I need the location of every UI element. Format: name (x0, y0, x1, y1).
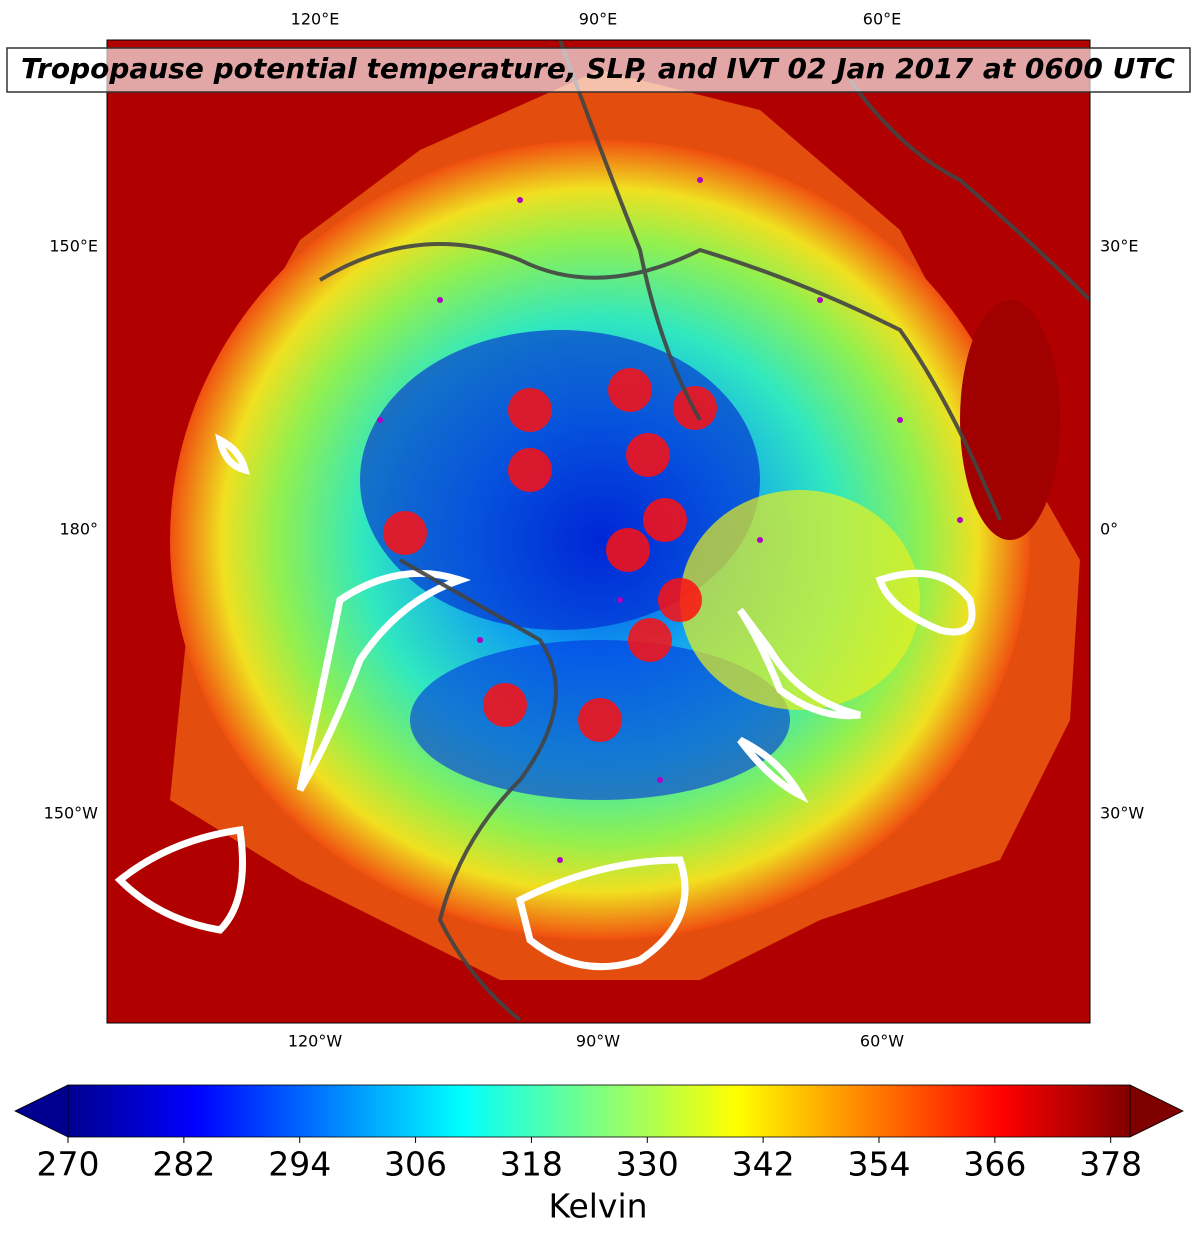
colorbar-tick-label: 318 (500, 1145, 563, 1184)
map-labels: 120°E 90°E 60°E 120°W 90°W 60°W 150°E 180° 150°W… (44, 10, 1145, 1051)
colorbar-tick-label: 306 (384, 1145, 447, 1184)
colorbar-tick-label: 330 (616, 1145, 679, 1184)
lon-label: 180° (59, 520, 98, 539)
colorbar-extend-high (1129, 1084, 1184, 1138)
lon-label: 90°W (576, 1032, 620, 1051)
map-frame (106, 39, 1091, 1024)
lon-label: 120°W (288, 1032, 343, 1051)
colorbar-label: Kelvin (548, 1187, 647, 1226)
lon-label: 30°E (1100, 237, 1138, 256)
ivt-markers (383, 368, 717, 742)
colorbar-extend-low (14, 1084, 69, 1138)
coastlines (318, 40, 1090, 1022)
cold-core (360, 330, 760, 630)
colorbar: Kelvin 270 282 294 306 318 330 342 354 366 378 (14, 1084, 1184, 1226)
colorbar-tick-label: 282 (152, 1145, 215, 1184)
warm-region (960, 300, 1060, 540)
lon-label: 60°W (860, 1032, 904, 1051)
lon-label: 150°E (49, 237, 98, 256)
lon-label: 60°E (863, 10, 901, 29)
colorbar-tick-label: 294 (268, 1145, 331, 1184)
lon-label: 90°E (579, 10, 617, 29)
title-box (6, 47, 1191, 93)
colorbar-tick-label: 354 (847, 1145, 910, 1184)
lon-label: 30°W (1100, 804, 1144, 823)
colorbar-tick-label: 378 (1079, 1145, 1142, 1184)
lon-label: 120°E (291, 10, 340, 29)
colorbar-tick-label: 342 (732, 1145, 795, 1184)
observation-sites (377, 177, 963, 863)
colorbar-tick-label: 366 (963, 1145, 1026, 1184)
colorbar-scale (67, 1084, 1131, 1138)
lon-label: 0° (1100, 520, 1118, 539)
lon-label: 150°W (44, 804, 99, 823)
colorbar-tick-label: 270 (37, 1145, 100, 1184)
warm-ridge (680, 490, 920, 710)
title: Tropopause potential temperature, SLP, a… (21, 52, 1175, 85)
map (107, 40, 1090, 1023)
